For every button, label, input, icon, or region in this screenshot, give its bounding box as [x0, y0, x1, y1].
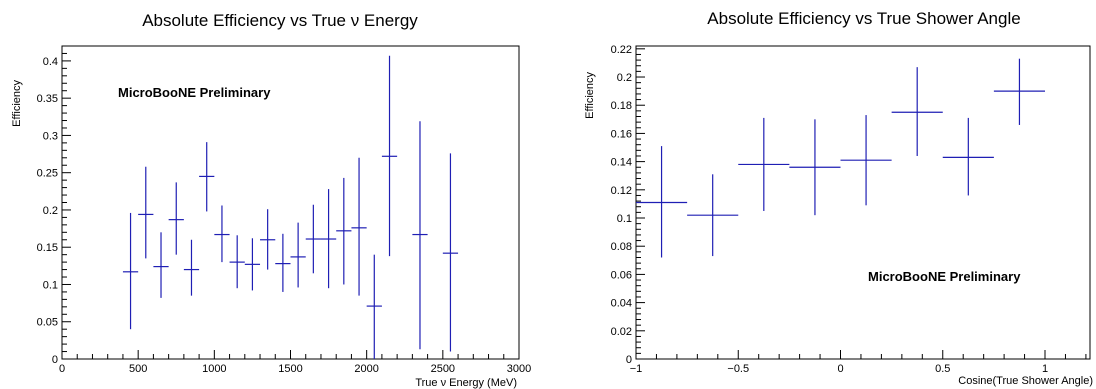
data-point: [122, 212, 139, 330]
data-point: [229, 235, 245, 289]
data-point: [636, 146, 688, 258]
data-point: [214, 205, 230, 263]
y-tick-label: 0.05: [37, 317, 58, 329]
preliminary-label: MicroBooNE Preliminary: [868, 269, 1021, 284]
y-tick-label: 0.04: [611, 298, 632, 310]
data-point: [366, 254, 382, 359]
y-tick-label: 0.25: [37, 168, 58, 180]
y-tick-label: 0.16: [611, 128, 632, 140]
y-tick-label: 0.3: [43, 130, 58, 142]
x-tick-label: 2000: [354, 363, 378, 375]
x-tick-label: −1: [630, 363, 643, 375]
x-tick-label: 0.5: [935, 363, 950, 375]
data-point: [275, 233, 291, 292]
y-tick-label: 0.1: [617, 213, 632, 225]
data-point: [168, 182, 184, 255]
y-tick-label: 0.2: [617, 72, 632, 84]
x-tick-label: 3000: [507, 363, 531, 375]
data-point: [320, 189, 337, 289]
data-point: [993, 58, 1046, 125]
x-tick-label: −0.5: [727, 363, 749, 375]
data-point: [138, 166, 154, 259]
y-tick-label: 0.22: [611, 44, 632, 56]
y-tick-label: 0.08: [611, 241, 632, 253]
data-point: [336, 177, 352, 285]
data-point: [305, 204, 321, 274]
preliminary-label: MicroBooNE Preliminary: [118, 85, 271, 100]
data-point: [840, 115, 892, 206]
x-tick-label: 2500: [431, 363, 455, 375]
chart-title: Absolute Efficiency vs True Shower Angle: [707, 9, 1020, 28]
x-tick-label: 0: [59, 363, 65, 375]
energy-efficiency-chart: Absolute Efficiency vs True ν Energy Effi…: [11, 11, 531, 389]
y-tick-label: 0.06: [611, 269, 632, 281]
data-point: [183, 239, 200, 296]
y-tick-label: 0: [52, 354, 58, 366]
data-point: [290, 222, 306, 288]
x-tick-label: 1500: [278, 363, 302, 375]
y-tick-label: 0.15: [37, 242, 58, 254]
y-tick-label: 0.35: [37, 93, 58, 105]
data-point: [244, 238, 261, 291]
data-point: [153, 232, 169, 298]
y-tick-label: 0.18: [611, 100, 632, 112]
x-axis-label: Cosine(True Shower Angle): [958, 375, 1093, 387]
x-tick-label: 500: [129, 363, 147, 375]
data-point: [738, 117, 790, 211]
y-tick-label: 0.12: [611, 185, 632, 197]
x-tick-label: 1000: [202, 363, 226, 375]
data-point: [789, 119, 841, 216]
y-tick-label: 0.2: [43, 205, 58, 217]
chart-title: Absolute Efficiency vs True ν Energy: [142, 11, 418, 30]
x-axis-label: True ν Energy (MeV): [415, 377, 517, 389]
angle-efficiency-chart: Absolute Efficiency vs True Shower Angle…: [584, 9, 1093, 387]
data-point: [442, 153, 459, 352]
data-point: [687, 174, 739, 257]
plot-frame: [635, 45, 1091, 360]
y-tick-label: 0.14: [611, 157, 632, 169]
x-tick-label: 1: [1042, 363, 1048, 375]
y-tick-label: 0: [626, 354, 632, 366]
data-point: [891, 67, 943, 156]
data-point: [942, 117, 994, 196]
y-tick-label: 0.4: [43, 56, 58, 68]
data-point: [381, 55, 398, 257]
y-tick-label: 0.1: [43, 279, 58, 291]
data-point: [351, 157, 367, 296]
x-tick-label: 0: [837, 363, 843, 375]
y-axis-label: Efficiency: [11, 80, 23, 127]
data-point: [260, 209, 276, 270]
y-tick-label: 0.02: [611, 326, 632, 338]
data-point: [199, 142, 215, 212]
data-point: [412, 121, 428, 350]
y-axis-label: Efficiency: [584, 72, 596, 119]
